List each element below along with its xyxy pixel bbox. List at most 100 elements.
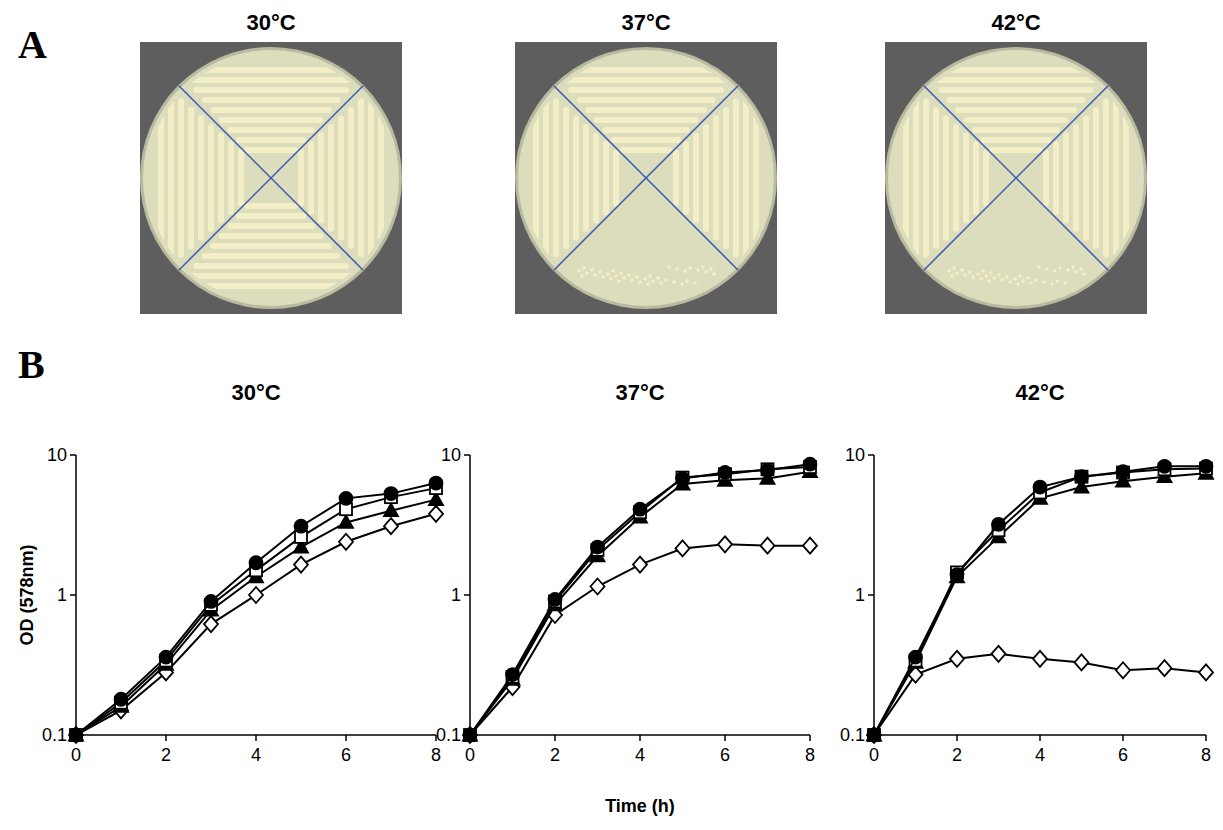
marker [429, 506, 443, 522]
x-tick-label: 4 [635, 745, 645, 765]
marker [160, 651, 173, 664]
marker [719, 466, 732, 479]
streak [318, 136, 324, 221]
marker [339, 515, 353, 528]
colony [609, 277, 613, 281]
x-tick-label: 0 [869, 745, 879, 765]
series-line [76, 488, 436, 735]
plate-photo [515, 42, 777, 314]
streak [196, 87, 346, 93]
marker [1076, 471, 1088, 483]
colony [580, 274, 584, 278]
streak [239, 137, 304, 143]
y-tick [868, 454, 874, 456]
colony [611, 269, 615, 273]
marker [1200, 460, 1213, 473]
streak [1103, 102, 1109, 255]
streaks [536, 70, 756, 286]
streak [205, 97, 338, 103]
y-tick-label: 10 [845, 445, 865, 465]
series-line [470, 472, 810, 735]
dish [143, 50, 399, 306]
streak [338, 119, 344, 238]
colony [614, 274, 618, 278]
streak [953, 127, 959, 229]
streak [723, 110, 729, 246]
colony [1037, 265, 1041, 269]
streak [239, 213, 304, 219]
colony [574, 282, 578, 286]
axes: 0.111002468 [840, 445, 1211, 765]
colony [712, 272, 716, 276]
marker [761, 538, 775, 554]
streaks [906, 70, 1126, 286]
streak [533, 85, 539, 272]
colony [992, 276, 996, 280]
y-tick-label: 0.1 [840, 725, 865, 745]
streak [222, 233, 321, 239]
x-tick-label: 2 [952, 745, 962, 765]
colony [976, 272, 980, 276]
streak [1053, 144, 1059, 212]
y-tick-label: 0.1 [436, 725, 461, 745]
plate-photo [140, 42, 402, 314]
y-tick-label: 10 [441, 445, 461, 465]
y-axis-title: OD (578nm) [17, 544, 37, 645]
colony [1029, 281, 1033, 285]
colony [685, 279, 689, 283]
streak [963, 136, 969, 221]
dish-rim [140, 47, 402, 309]
marker [951, 568, 964, 581]
colony [968, 270, 972, 274]
streak [613, 153, 619, 204]
marker [339, 534, 353, 550]
colony [619, 271, 623, 275]
plot-area [463, 458, 817, 743]
marker [634, 503, 647, 516]
streak [703, 127, 709, 229]
streak [733, 102, 739, 255]
marker [804, 458, 817, 471]
colony [585, 271, 589, 275]
colony [1053, 269, 1057, 273]
marker [676, 472, 689, 485]
colony [1026, 276, 1030, 280]
series-line [76, 483, 436, 735]
marker [384, 518, 398, 534]
chart-title: 37°C [615, 380, 664, 405]
streak [178, 102, 184, 255]
x-tick [1205, 735, 1207, 741]
plate-title: 30°C [246, 10, 295, 35]
marker [70, 729, 83, 742]
streak [308, 144, 314, 212]
photo-background [885, 42, 1147, 314]
streak [603, 144, 609, 212]
streak [348, 110, 354, 246]
streak [924, 67, 1108, 73]
marker [250, 556, 263, 569]
marker [591, 541, 604, 554]
streak [179, 283, 363, 289]
dish [888, 50, 1144, 306]
streak [693, 136, 699, 221]
streak [328, 127, 334, 229]
colony [593, 273, 597, 277]
colony [1034, 278, 1038, 282]
streak [218, 136, 224, 221]
streak [967, 117, 1066, 123]
plate-title: 42°C [991, 10, 1040, 35]
marker [1034, 481, 1047, 494]
colony [950, 274, 954, 278]
colony [971, 275, 975, 279]
colony [979, 277, 983, 281]
colony [947, 269, 951, 273]
colony [648, 274, 652, 278]
streak [230, 127, 312, 133]
x-tick [724, 735, 726, 741]
streak [975, 127, 1057, 133]
colony [981, 269, 985, 273]
marker [1199, 664, 1213, 680]
streak [1043, 153, 1049, 204]
colony [696, 268, 700, 272]
marker [676, 540, 690, 556]
